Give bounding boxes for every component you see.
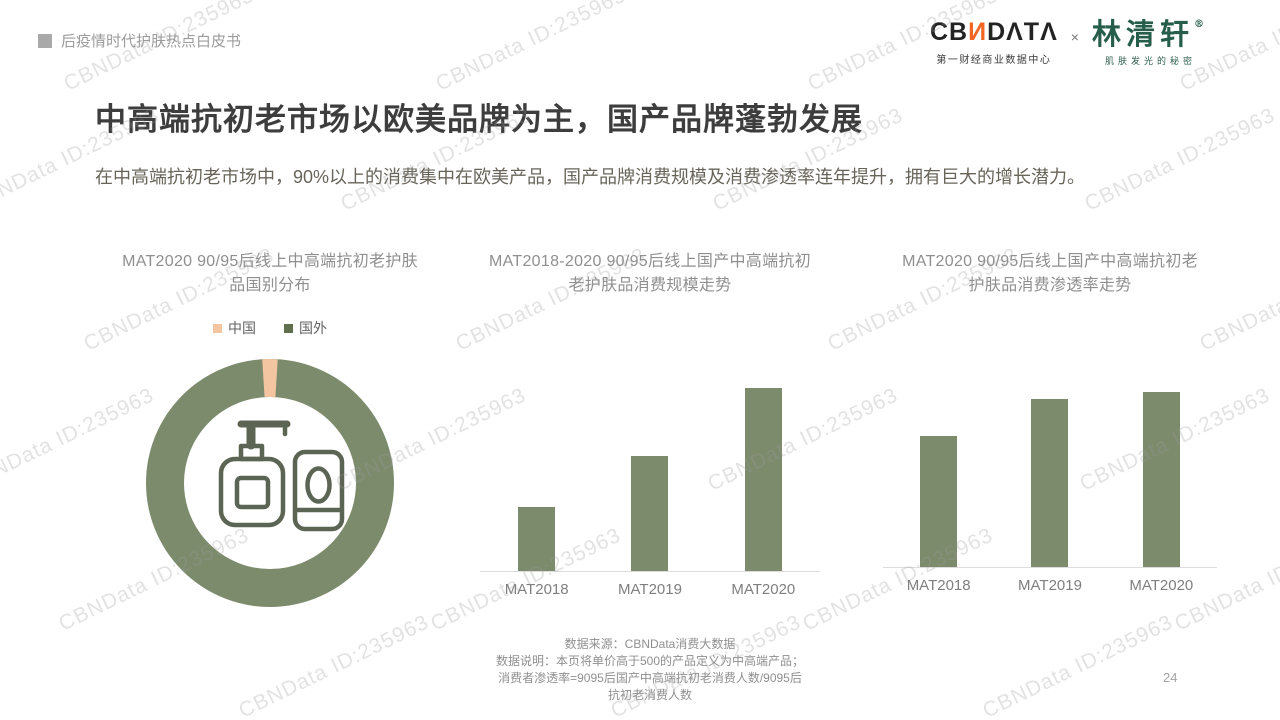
cbndata-wordmark-n: И xyxy=(968,18,988,46)
chart-consumption-scale-trend: MAT2018-2020 90/95后线上国产中高端抗初老护肤品消费规模走势 M… xyxy=(460,250,840,598)
cbndata-wordmark-data: DΛTΛ xyxy=(987,18,1058,46)
x-axis-label: MAT2020 xyxy=(1129,577,1194,594)
legend-label-china: 中国 xyxy=(228,320,256,336)
header-square-icon xyxy=(38,33,52,48)
donut-chart xyxy=(146,359,394,607)
page-subtitle: 在中高端抗初老市场中，90%以上的消费集中在欧美产品，国产品牌消费规模及消费渗透… xyxy=(95,167,1086,187)
legend-swatch-china xyxy=(213,323,222,333)
bar-chart-title: MAT2020 90/95后线上国产中高端抗初老护肤品消费渗透率走势 xyxy=(902,253,1198,294)
bar-plot xyxy=(883,392,1217,568)
watermark-text: CBNData ID:235963 xyxy=(432,0,630,96)
footnote: 数据来源：CBNData消费大数据 数据说明：本页将单价高于500的产品定义为中… xyxy=(410,636,890,704)
x-axis-labels: MAT2018 MAT2019 MAT2020 xyxy=(883,577,1217,594)
document-tag: 后疫情时代护肤热点白皮书 xyxy=(38,30,241,51)
x-axis-label: MAT2018 xyxy=(504,581,569,598)
page-number: 24 xyxy=(1163,670,1178,685)
footnote-note-2: 消费者渗透率=9095后国产中高端抗初老消费人数/9095后 xyxy=(498,671,802,685)
registered-mark: ® xyxy=(1193,19,1209,30)
charts-row: MAT2020 90/95后线上中高端抗初老护肤品国别分布 中国 国外 xyxy=(0,250,1280,610)
chart-penetration-trend: MAT2020 90/95后线上国产中高端抗初老护肤品消费渗透率走势 MAT20… xyxy=(860,250,1240,594)
bar-mat2019 xyxy=(1031,399,1069,567)
footnote-note-1: 数据说明：本页将单价高于500的产品定义为中高端产品； xyxy=(495,654,805,668)
footnote-source: 数据来源：CBNData消费大数据 xyxy=(564,637,736,651)
document-title: 后疫情时代护肤热点白皮书 xyxy=(61,33,242,50)
bar-mat2018 xyxy=(920,435,958,567)
cbndata-wordmark-cb: CB xyxy=(930,18,969,46)
linqingxuan-wordmark: 林清轩® xyxy=(1092,20,1209,49)
donut-legend: 中国 国外 xyxy=(85,318,455,338)
bar-chart-title: MAT2018-2020 90/95后线上国产中高端抗初老护肤品消费规模走势 xyxy=(489,253,811,294)
bar-mat2020 xyxy=(744,388,782,571)
x-axis-labels: MAT2018 MAT2019 MAT2020 xyxy=(480,581,820,598)
page-title: 中高端抗初老市场以欧美品牌为主，国产品牌蓬勃发展 xyxy=(95,102,863,137)
bar-plot xyxy=(480,388,820,572)
bar-mat2020 xyxy=(1142,392,1180,567)
footnote-note-3: 抗初老消费人数 xyxy=(607,688,692,702)
logo-separator-x: × xyxy=(1070,29,1079,45)
legend-item-china: 中国 xyxy=(213,318,256,338)
legend-label-foreign: 国外 xyxy=(299,320,327,336)
linqingxuan-tagline: 肌肤发光的秘密 xyxy=(1104,56,1196,66)
linqingxuan-name: 林清轩 xyxy=(1091,17,1194,51)
watermark-text: CBNData ID:235963 xyxy=(979,610,1177,720)
chart-country-distribution: MAT2020 90/95后线上中高端抗初老护肤品国别分布 中国 国外 xyxy=(85,250,455,608)
cbndata-tagline: 第一财经商业数据中心 xyxy=(936,55,1052,66)
watermark-text: CBNData ID:235963 xyxy=(235,610,433,720)
bar-mat2018 xyxy=(518,506,556,571)
legend-item-foreign: 国外 xyxy=(284,318,327,338)
linqingxuan-logo: 林清轩® 肌肤发光的秘密 xyxy=(1092,20,1209,67)
x-axis-label: MAT2020 xyxy=(731,581,796,598)
skincare-products-icon xyxy=(218,420,345,532)
brand-logos: CBИDΛTΛ 第一财经商业数据中心 × 林清轩® 肌肤发光的秘密 xyxy=(930,20,1209,67)
legend-swatch-foreign xyxy=(284,323,293,333)
donut-segment-china xyxy=(146,359,394,607)
cbndata-logo: CBИDΛTΛ 第一财经商业数据中心 xyxy=(930,20,1058,67)
donut-chart-title: MAT2020 90/95后线上中高端抗初老护肤品国别分布 xyxy=(122,253,418,294)
watermark-text: CBNData ID:235963 xyxy=(1081,103,1279,216)
x-axis-label: MAT2019 xyxy=(618,581,682,598)
x-axis-label: MAT2019 xyxy=(1018,577,1082,594)
x-axis-label: MAT2018 xyxy=(906,577,971,594)
cbndata-wordmark: CBИDΛTΛ xyxy=(930,20,1058,45)
bar-mat2019 xyxy=(631,455,669,571)
